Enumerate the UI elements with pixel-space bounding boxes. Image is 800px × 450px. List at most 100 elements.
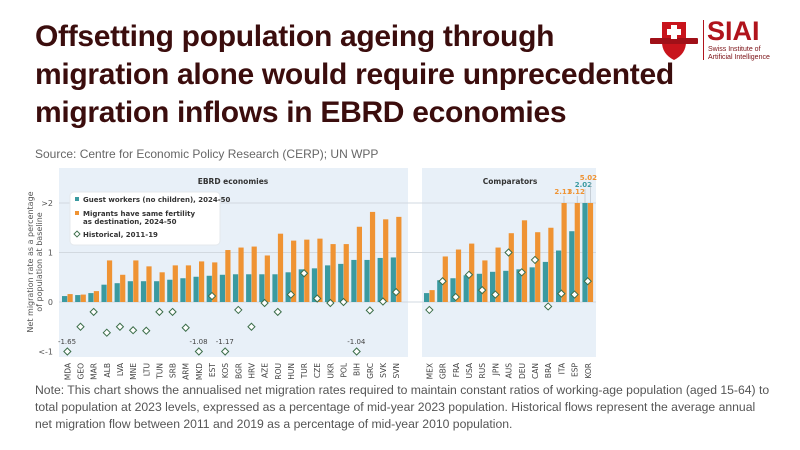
bar-guest-workers	[298, 269, 304, 302]
historical-marker	[89, 307, 98, 317]
y-tick-label: 1	[48, 249, 53, 258]
x-tick-label: LVA	[116, 362, 125, 376]
panel-background-2	[422, 168, 596, 357]
historical-marker	[339, 297, 348, 307]
x-tick-label: DEU	[518, 363, 527, 379]
historical-marker	[194, 347, 204, 356]
bar-same-fertility	[146, 266, 152, 302]
historical-marker	[530, 255, 540, 265]
bar-same-fertility	[133, 260, 139, 302]
historical-marker	[451, 292, 460, 302]
bar-guest-workers	[437, 280, 443, 302]
logo-subtitle-line1: Swiss Institute of	[708, 46, 761, 53]
bar-same-fertility	[317, 238, 323, 302]
historical-marker	[557, 289, 566, 298]
historical-marker	[352, 347, 361, 356]
bar-same-fertility	[508, 233, 514, 302]
bar-same-fertility	[199, 261, 205, 302]
x-tick-label: HRV	[247, 362, 256, 378]
bar-same-fertility	[548, 227, 554, 302]
x-tick-label: CZE	[313, 363, 322, 378]
bar-guest-workers	[503, 270, 509, 302]
x-tick-label: KOR	[584, 363, 593, 379]
x-tick-label: CAN	[531, 363, 540, 379]
bar-guest-workers	[311, 268, 318, 302]
page-title: Offsetting population ageing through mig…	[35, 20, 674, 129]
y-axis-label-line2: of population at baseline	[35, 212, 44, 312]
bar-same-fertility	[251, 246, 257, 302]
bar-same-fertility	[561, 203, 567, 302]
historical-marker	[365, 306, 375, 315]
bar-same-fertility	[356, 226, 362, 302]
bar-same-fertility	[383, 219, 389, 302]
bar-guest-workers	[193, 276, 199, 302]
x-tick-label: MEX	[425, 363, 434, 379]
note-text: Note: This chart shows the annualised ne…	[35, 383, 770, 431]
x-tick-label: JPN	[491, 363, 500, 376]
bar-guest-workers	[206, 275, 212, 302]
historical-marker	[155, 307, 164, 317]
historical-marker	[181, 323, 190, 332]
x-tick-label: BRA	[544, 362, 553, 378]
bar-guest-workers	[463, 275, 469, 302]
legend-label-guest-workers: Guest workers (no children), 2024-50	[83, 196, 231, 204]
x-tick-label: ALB	[103, 363, 112, 377]
legend-box	[69, 191, 221, 246]
legend-marker-historical	[73, 230, 81, 238]
bar-guest-workers	[232, 274, 239, 302]
x-tick-label: MDA	[63, 362, 72, 380]
bar-guest-workers	[364, 259, 370, 302]
legend-label-historical: Historical, 2011-19	[83, 231, 158, 239]
panel-background-1	[59, 168, 408, 357]
historical-marker	[438, 277, 447, 286]
y-tick-label: <-1	[38, 348, 53, 357]
x-tick-label: BIH	[353, 363, 362, 376]
bar-guest-workers	[62, 296, 68, 302]
bar-same-fertility	[469, 243, 475, 302]
bar-same-fertility	[396, 216, 402, 302]
bar-same-fertility	[67, 294, 73, 302]
historical-marker	[326, 298, 335, 308]
historical-marker	[464, 270, 474, 279]
x-tick-label: MAR	[90, 363, 99, 380]
bar-same-fertility	[277, 233, 284, 302]
x-tick-label: AUS	[505, 363, 514, 379]
bar-same-fertility	[212, 262, 218, 302]
historical-marker	[128, 326, 138, 335]
bar-same-fertility	[225, 250, 231, 302]
bar-same-fertility	[369, 211, 376, 302]
bar-guest-workers	[127, 281, 133, 302]
bar-same-fertility	[455, 249, 462, 302]
y-tick-label: 0	[48, 298, 53, 307]
historical-marker	[207, 291, 217, 301]
historical-marker	[168, 307, 177, 317]
x-tick-label: GEO	[77, 363, 86, 380]
bar-same-fertility	[172, 265, 178, 302]
x-tick-label: AZE	[261, 363, 270, 378]
bar-guest-workers	[114, 283, 120, 302]
bar-same-fertility	[185, 265, 192, 302]
x-tick-label: ARM	[182, 363, 191, 380]
bar-same-fertility	[304, 239, 310, 302]
bar-guest-workers	[325, 265, 331, 302]
x-tick-label: UKR	[326, 363, 335, 379]
bar-guest-workers	[167, 279, 173, 302]
bar-same-fertility	[535, 232, 541, 302]
historical-marker	[247, 322, 256, 331]
bar-same-fertility	[330, 244, 336, 302]
historical-marker	[517, 268, 526, 277]
x-tick-label: ITA	[557, 362, 566, 374]
legend-swatch-guest-workers	[75, 197, 79, 201]
historical-marker	[102, 328, 112, 337]
historical-marker	[425, 305, 434, 315]
historical-marker	[543, 302, 553, 311]
x-tick-label: BGR	[234, 363, 243, 379]
bar-guest-workers	[219, 274, 225, 302]
x-tick-label: HUN	[287, 363, 296, 380]
bar-guest-workers	[556, 250, 562, 302]
bar-same-fertility	[574, 203, 580, 302]
bar-guest-workers	[140, 281, 147, 302]
x-tick-label: SRB	[169, 363, 178, 378]
historical-marker	[378, 297, 388, 306]
historical-marker	[273, 307, 282, 317]
